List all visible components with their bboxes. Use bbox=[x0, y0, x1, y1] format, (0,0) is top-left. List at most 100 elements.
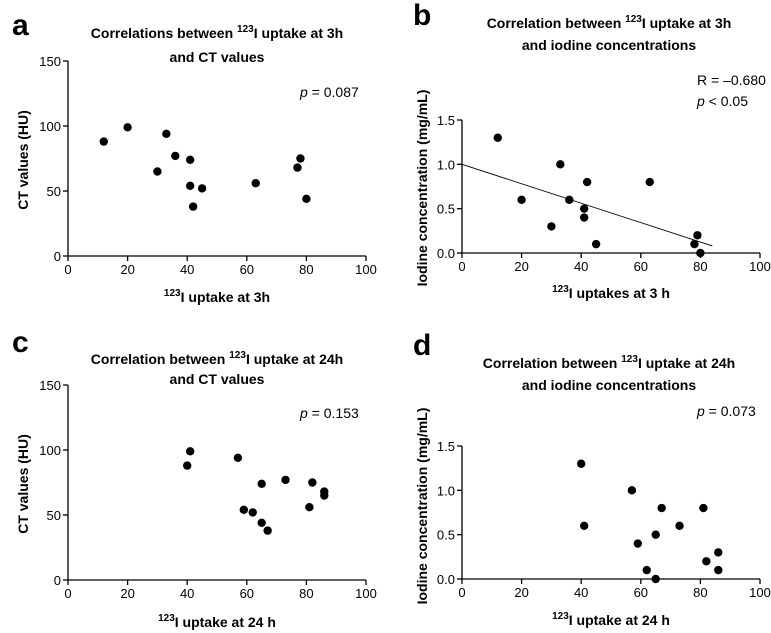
panel-a: a Correlations between 123I uptake at 3ha… bbox=[12, 9, 377, 305]
panel-letter: b bbox=[413, 0, 431, 32]
y-tick-label: 50 bbox=[47, 184, 61, 199]
stat-value: = 0.153 bbox=[308, 405, 359, 421]
chart-title-line2: and iodine concentrations bbox=[522, 37, 696, 53]
data-point bbox=[185, 155, 195, 164]
y-tick-label: 0.5 bbox=[437, 528, 455, 543]
data-point bbox=[293, 163, 302, 172]
stat-symbol: p bbox=[696, 403, 705, 419]
data-point bbox=[517, 195, 526, 204]
chart-title: Correlations between 123I uptake at 3h bbox=[91, 24, 343, 41]
data-point bbox=[627, 486, 637, 495]
x-axis-label-superscript: 123 bbox=[552, 284, 569, 295]
chart-title-superscript: 123 bbox=[625, 14, 642, 25]
data-point bbox=[699, 503, 708, 513]
chart-title-part: I uptake at 3h bbox=[254, 25, 343, 41]
y-tick-label: 50 bbox=[47, 508, 61, 523]
data-point bbox=[320, 487, 329, 496]
y-tick-label: 100 bbox=[39, 119, 61, 134]
y-tick-label: 0 bbox=[54, 249, 61, 264]
stat-value: = 0.087 bbox=[308, 84, 359, 100]
data-point bbox=[675, 521, 684, 530]
regression-line bbox=[461, 163, 713, 247]
data-point bbox=[188, 202, 198, 211]
x-tick-label: 100 bbox=[749, 259, 771, 274]
x-axis-label-text: I uptakes at 3 h bbox=[569, 285, 670, 301]
x-axis-label-text: I uptake at 24 h bbox=[569, 612, 670, 628]
chart-title-part: I uptake at 24h bbox=[638, 355, 735, 371]
x-axis-label: 123I uptake at 24 h bbox=[552, 611, 670, 628]
stat-symbol: p bbox=[299, 84, 308, 100]
x-axis-label-superscript: 123 bbox=[158, 613, 175, 624]
x-tick-label: 100 bbox=[749, 585, 771, 600]
x-tick-label: 20 bbox=[120, 262, 134, 277]
y-tick-label: 150 bbox=[39, 54, 61, 69]
data-point bbox=[645, 177, 654, 187]
y-tick-label: 1.5 bbox=[437, 439, 455, 454]
x-tick-label: 0 bbox=[458, 585, 465, 600]
x-axis-label-superscript: 123 bbox=[164, 288, 181, 299]
x-tick-label: 80 bbox=[693, 259, 707, 274]
data-point bbox=[257, 518, 266, 527]
x-tick-label: 20 bbox=[514, 585, 528, 600]
x-tick-label: 80 bbox=[299, 586, 313, 601]
x-tick-label: 100 bbox=[355, 586, 377, 601]
chart-title-part: Correlation between bbox=[487, 15, 625, 31]
data-point bbox=[651, 574, 660, 584]
stat-annotation: p = 0.153 bbox=[299, 405, 359, 421]
chart-title-part: Correlations between bbox=[91, 25, 237, 41]
y-axis-label: CT values (HU) bbox=[15, 110, 31, 210]
x-tick-label: 0 bbox=[458, 259, 465, 274]
x-axis-label-text: I uptake at 3h bbox=[181, 289, 270, 305]
data-point bbox=[579, 213, 589, 222]
data-point bbox=[171, 151, 180, 161]
data-point bbox=[633, 539, 643, 548]
data-point bbox=[693, 231, 702, 240]
data-point bbox=[239, 505, 249, 514]
data-point bbox=[308, 478, 317, 487]
chart-title-part: I uptake at 24h bbox=[246, 351, 343, 367]
chart-title-part: I uptake at 3h bbox=[642, 15, 731, 31]
data-point bbox=[591, 239, 601, 249]
data-point bbox=[302, 194, 311, 203]
data-point bbox=[99, 137, 108, 146]
data-point bbox=[556, 160, 565, 169]
y-tick-label: 1.0 bbox=[437, 157, 455, 172]
data-point bbox=[251, 179, 260, 188]
data-point bbox=[690, 239, 699, 249]
data-point bbox=[579, 204, 589, 213]
data-point bbox=[281, 475, 290, 485]
y-tick-label: 1.5 bbox=[437, 113, 455, 128]
stat-value: R = –0.680 bbox=[697, 72, 766, 88]
y-tick-label: 0 bbox=[54, 573, 61, 588]
x-tick-label: 20 bbox=[514, 259, 528, 274]
x-tick-label: 40 bbox=[574, 585, 588, 600]
panel-b: b Correlation between 123I uptake at 3han… bbox=[413, 0, 771, 301]
y-tick-label: 0.0 bbox=[437, 246, 455, 261]
x-tick-label: 60 bbox=[240, 586, 254, 601]
data-point bbox=[185, 447, 195, 456]
data-point bbox=[696, 248, 705, 258]
data-point bbox=[642, 565, 651, 575]
data-point bbox=[153, 167, 162, 176]
x-tick-label: 40 bbox=[180, 586, 194, 601]
data-point bbox=[257, 479, 266, 488]
data-point bbox=[547, 222, 556, 231]
panel-letter: a bbox=[12, 9, 29, 42]
x-tick-label: 60 bbox=[634, 259, 648, 274]
x-tick-label: 0 bbox=[64, 586, 71, 601]
y-tick-label: 0.5 bbox=[437, 202, 455, 217]
data-point bbox=[183, 461, 192, 470]
stat-annotation: p = 0.087 bbox=[299, 84, 359, 100]
data-point bbox=[651, 530, 660, 539]
panel-letter: d bbox=[413, 329, 431, 362]
x-axis-label: 123I uptakes at 3 h bbox=[552, 284, 670, 301]
x-tick-label: 20 bbox=[120, 586, 134, 601]
chart-title: Correlation between 123I uptake at 24h bbox=[91, 350, 343, 367]
x-tick-label: 0 bbox=[64, 262, 71, 277]
x-tick-label: 80 bbox=[693, 585, 707, 600]
chart-title-part: Correlation between bbox=[483, 355, 621, 371]
data-point bbox=[162, 129, 171, 138]
y-axis-label: CT values (HU) bbox=[15, 434, 31, 534]
data-point bbox=[197, 184, 207, 193]
